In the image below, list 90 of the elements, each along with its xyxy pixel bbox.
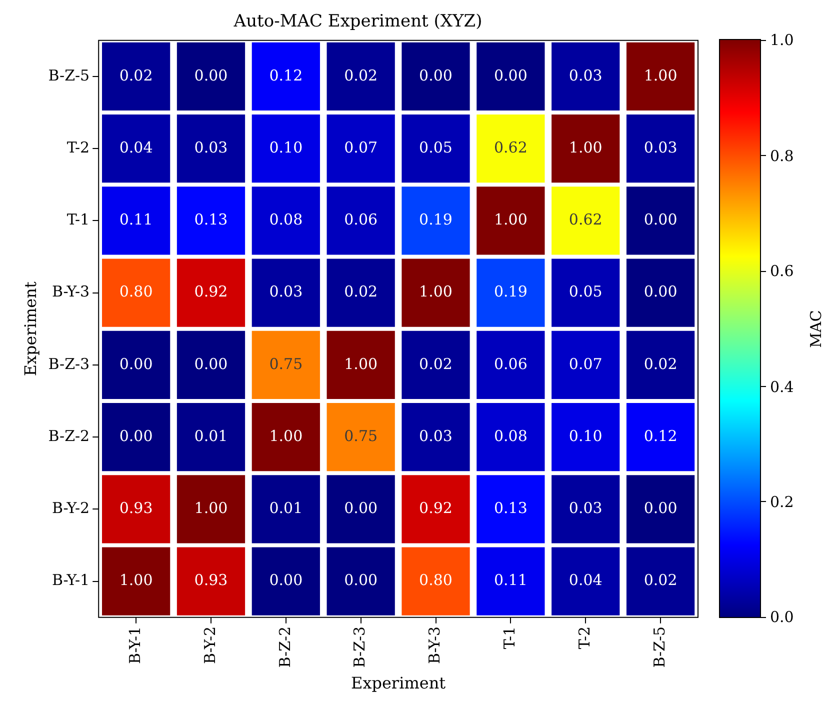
data-label: 0.04: [119, 138, 153, 156]
y-tick-label: T-2: [66, 138, 90, 156]
color-bar-label: 0.4: [770, 376, 794, 397]
color-bar-label: 0.2: [770, 492, 794, 512]
data-label: 0.00: [119, 426, 153, 445]
color-bar-title: MAC: [806, 309, 826, 349]
data-label: 0.12: [644, 426, 678, 445]
color-bar-label: 1.0: [770, 30, 794, 50]
data-label: 0.62: [568, 210, 602, 229]
x-tick-label: B-Y-1: [126, 626, 144, 664]
y-tick-label: T-1: [66, 210, 90, 229]
data-label: 1.00: [344, 354, 378, 373]
data-label: 0.19: [419, 210, 452, 229]
data-label: 0.10: [269, 138, 303, 156]
data-label: 0.00: [119, 354, 153, 373]
data-label: 0.05: [419, 138, 452, 156]
data-label: 0.02: [644, 571, 678, 590]
data-label: 1.00: [568, 138, 602, 156]
data-label: 0.07: [344, 138, 378, 156]
x-tick-label: B-Z-5: [650, 626, 668, 668]
data-label: 0.03: [269, 282, 303, 301]
data-label: 0.75: [269, 354, 303, 373]
data-label: 0.07: [568, 354, 602, 373]
x-tick-label: T-2: [576, 626, 594, 650]
data-label: 0.00: [194, 354, 228, 373]
data-label: 0.00: [419, 66, 452, 84]
data-label: 0.00: [644, 282, 678, 301]
y-tick-label: B-Y-3: [52, 282, 90, 301]
data-label: 0.01: [269, 499, 303, 518]
data-label: 0.00: [344, 499, 378, 518]
data-label: 0.03: [644, 138, 678, 156]
data-label: 0.05: [568, 282, 602, 301]
data-label: 0.01: [194, 426, 228, 445]
data-label: 0.19: [494, 282, 528, 301]
data-label: 0.93: [194, 571, 228, 590]
data-label: 1.00: [269, 426, 303, 445]
x-tick-label: B-Z-3: [350, 626, 369, 668]
data-label: 0.92: [419, 499, 452, 518]
data-label: 0.03: [194, 138, 228, 156]
data-label: 0.00: [194, 66, 228, 84]
data-label: 0.02: [419, 354, 452, 373]
data-label: 0.93: [119, 499, 153, 518]
data-label: 0.03: [419, 426, 452, 445]
data-label: 0.80: [119, 282, 153, 301]
data-label: 0.10: [568, 426, 602, 445]
data-label: 1.00: [494, 210, 528, 229]
color-bar-label: 0.0: [770, 607, 794, 628]
y-tick-label: B-Z-3: [48, 354, 90, 373]
x-tick-label: B-Y-3: [426, 626, 444, 664]
data-label: 0.80: [419, 571, 452, 590]
data-label: 0.06: [344, 210, 378, 229]
chart-title: Auto-MAC Experiment (XYZ): [232, 12, 482, 32]
data-label: 0.00: [494, 66, 528, 84]
data-label: 0.13: [494, 499, 528, 518]
data-label: 0.04: [568, 571, 602, 590]
data-label: 0.03: [568, 499, 602, 518]
data-label: 0.06: [494, 354, 528, 373]
data-label: 0.00: [644, 499, 678, 518]
color-bar-label: 0.6: [770, 261, 794, 282]
data-label: 0.92: [194, 282, 228, 301]
data-label: 0.12: [269, 66, 303, 84]
y-tick-label: B-Y-2: [52, 499, 90, 518]
y-tick-label: B-Y-1: [52, 571, 90, 590]
y-tick-label: B-Z-2: [48, 426, 90, 445]
x-tick-label: T-1: [500, 626, 519, 650]
data-label: 0.11: [494, 571, 528, 590]
data-label: 0.08: [494, 426, 528, 445]
data-label: 0.13: [194, 210, 228, 229]
data-label: 0.00: [344, 571, 378, 590]
data-label: 0.00: [644, 210, 678, 229]
data-label: 0.00: [269, 571, 303, 590]
y-tick-label: B-Z-5: [48, 66, 90, 84]
x-tick-label: B-Y-2: [200, 626, 219, 664]
data-label: 1.00: [119, 571, 153, 590]
data-label: 0.02: [344, 66, 378, 84]
data-label: 0.02: [119, 66, 153, 84]
data-label: 1.00: [419, 282, 452, 301]
data-label: 0.62: [494, 138, 528, 156]
data-label: 0.75: [344, 426, 378, 445]
color-bar-label: 0.8: [770, 146, 794, 166]
data-label: 1.00: [644, 66, 678, 84]
y-axis-title: Experiment: [20, 281, 40, 376]
x-axis-title: Experiment: [351, 674, 446, 693]
data-label: 0.11: [119, 210, 153, 229]
data-label: 1.00: [194, 499, 228, 518]
data-label: 0.03: [568, 66, 602, 84]
x-tick-label: B-Z-2: [276, 626, 294, 668]
data-label: 0.02: [344, 282, 378, 301]
data-label: 0.08: [269, 210, 303, 229]
data-label: 0.02: [644, 354, 678, 373]
